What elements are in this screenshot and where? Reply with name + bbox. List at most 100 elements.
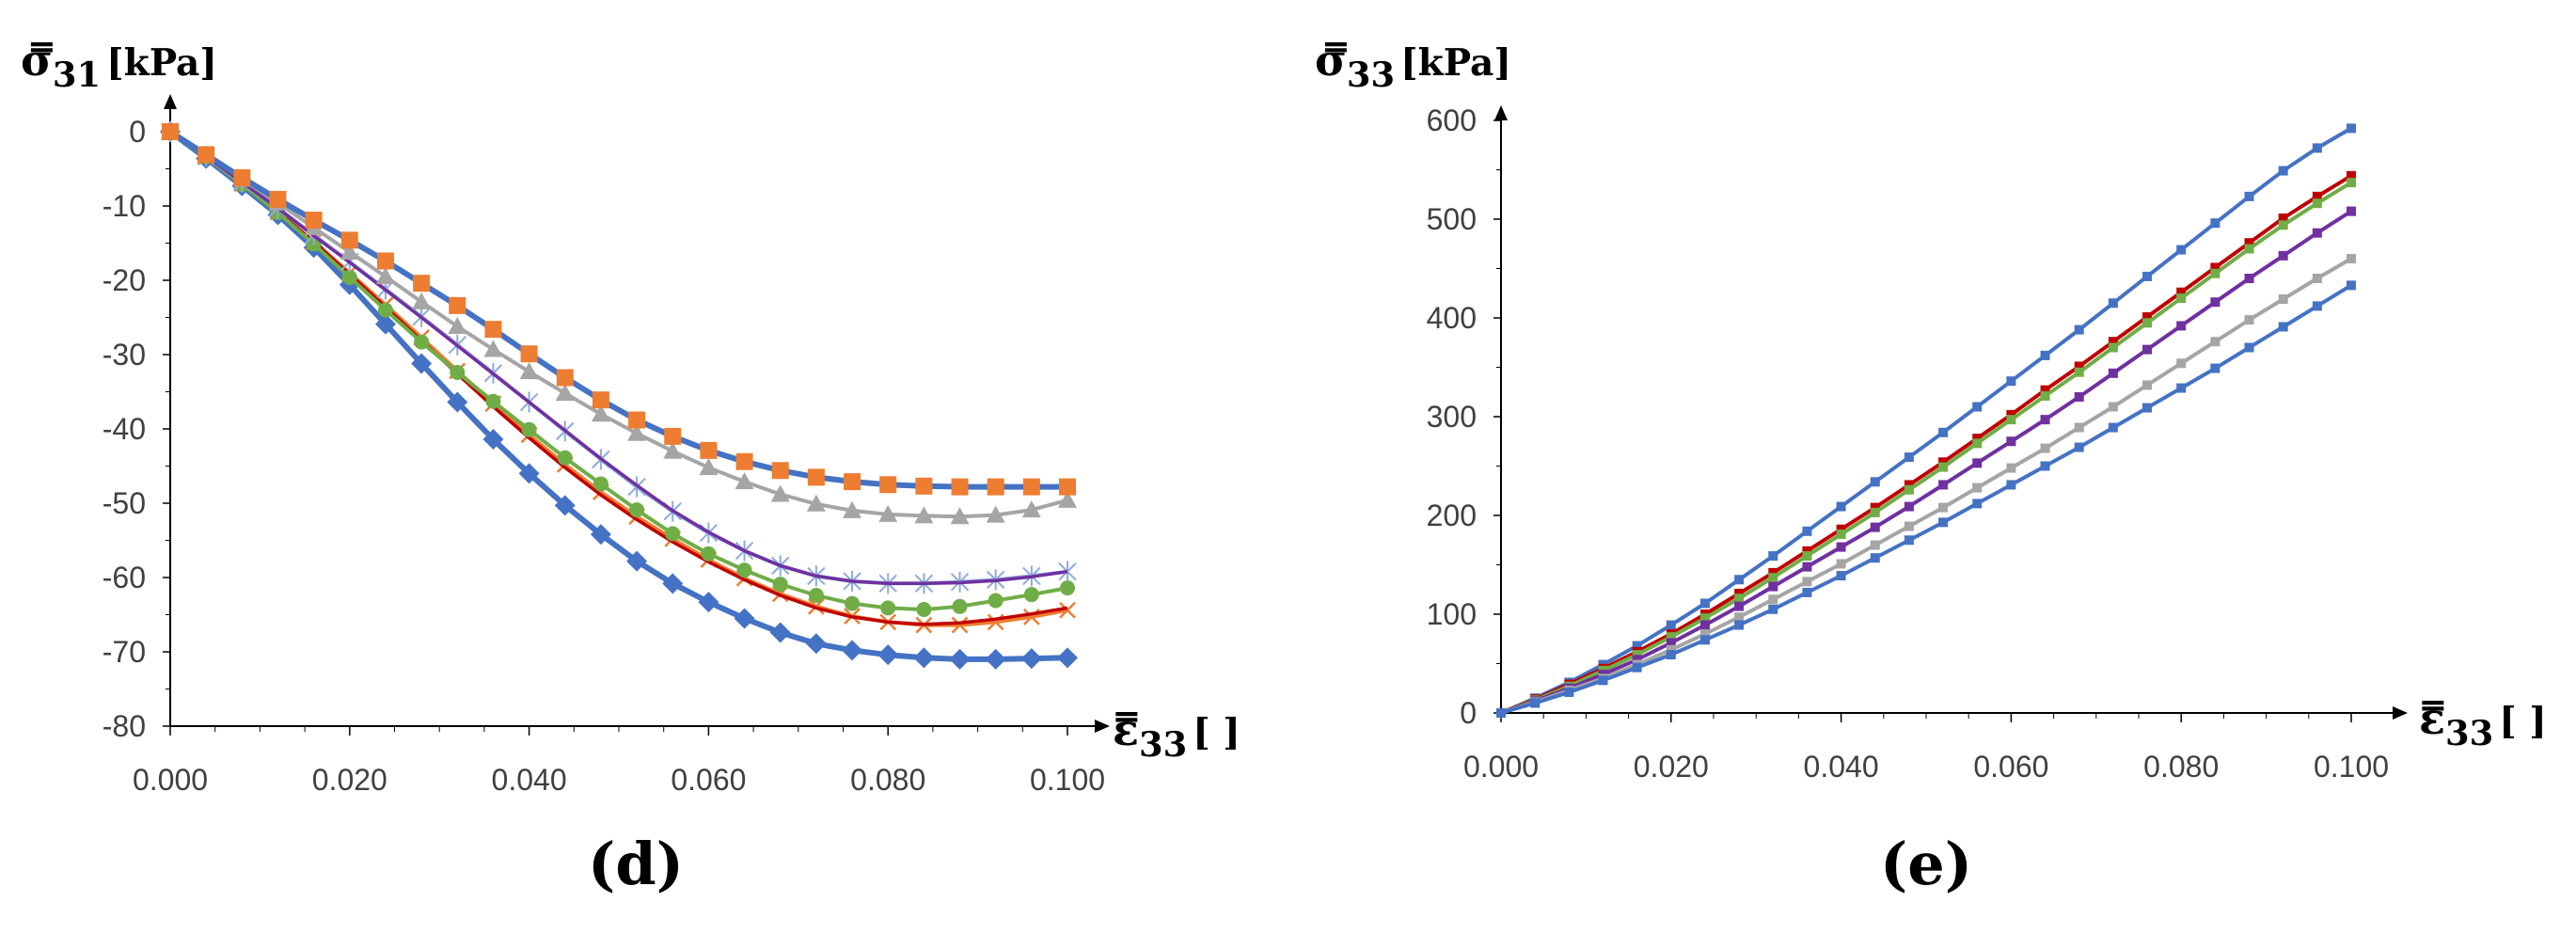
series-gray-point	[2108, 402, 2118, 412]
series-top-blue	[1496, 123, 2356, 718]
series-purple-point	[2347, 206, 2356, 216]
series-red-point	[2074, 361, 2084, 372]
series-red-line	[1500, 174, 2353, 715]
x-tick-label: 0.000	[133, 763, 208, 797]
series-purple-point	[2142, 344, 2153, 355]
series-x-point	[1059, 601, 1076, 619]
series-bottom-blue-point	[2142, 403, 2153, 413]
series-purple-line	[1500, 209, 2353, 715]
series-gray-point	[1734, 612, 1745, 623]
series-circle-point	[880, 600, 896, 616]
series-triangle-point	[375, 267, 395, 285]
series-gray-point	[1904, 521, 1914, 531]
series-bottom-blue-point	[2278, 322, 2288, 332]
series-purple-point	[2278, 250, 2288, 261]
series-purple-line-line	[169, 130, 1068, 586]
series-square-orange-point	[198, 146, 215, 164]
x-axis-arrow	[2393, 706, 2408, 720]
series-circle-point	[1023, 587, 1039, 603]
series-square-orange-point	[305, 212, 323, 230]
panel-label: (d)	[588, 830, 684, 898]
series-diamond-point	[554, 495, 576, 516]
series-purple-point	[2108, 368, 2118, 378]
series-red-point	[1734, 588, 1745, 598]
y-tick-label: 300	[1427, 400, 1477, 434]
y-tick-label: 0	[129, 115, 146, 149]
y-tick-label: -60	[103, 561, 146, 594]
series-square-orange-point	[413, 275, 431, 293]
series-diamond	[160, 121, 1078, 670]
series-green-point	[1938, 462, 1949, 472]
series-red-point	[2312, 191, 2322, 201]
series-green-line	[1500, 181, 2353, 715]
series-bottom-blue-point	[1870, 553, 1880, 563]
series-bottom-blue-point	[1768, 604, 1778, 614]
series-diamond-point	[698, 592, 719, 613]
series-circle-point	[557, 450, 573, 466]
series-square-orange-point	[376, 252, 394, 270]
panel-label: (e)	[1880, 830, 1972, 898]
series-red-point	[2108, 337, 2118, 347]
series-top-blue-point	[2108, 298, 2118, 309]
series-bottom-blue-point	[1598, 675, 1608, 686]
series-square-orange-point	[807, 468, 825, 486]
series-green-point	[1904, 484, 1914, 495]
series-purple-point	[1734, 601, 1745, 611]
series-gray-point	[1972, 483, 1983, 493]
series-gray-point	[2312, 274, 2322, 283]
series-purple-point	[1904, 501, 1914, 512]
x-axis-arrow	[1095, 720, 1110, 733]
series-triangle-point	[519, 362, 539, 380]
series-circle-point	[629, 502, 645, 518]
y-tick-label: -10	[103, 189, 146, 223]
series-purple-point	[2176, 321, 2187, 331]
series-red-point	[2040, 385, 2050, 395]
series-top-blue-point	[2210, 218, 2220, 229]
series-gray-line	[1500, 257, 2353, 715]
series-circle	[163, 124, 1075, 617]
series-gray-point	[1768, 594, 1778, 605]
series-bottom-blue-point	[1699, 635, 1710, 645]
series-square-orange	[162, 123, 1076, 496]
series-purple-point	[2040, 415, 2050, 425]
series-square-orange-point	[340, 231, 358, 249]
series-bottom-blue-point	[1972, 499, 1983, 509]
series-purple-point	[1972, 458, 1983, 468]
series-diamond-point	[1020, 648, 1042, 670]
series-diamond-point	[913, 647, 935, 669]
series-purple-point	[1836, 542, 1846, 552]
series-gray-point	[2074, 422, 2084, 433]
series-diamond-point	[411, 353, 433, 374]
chart-e: 0 100 200 300 400 500 600 0.000 0.020 0.040 0.060 0…	[1315, 35, 2547, 898]
series-diamond-point	[590, 524, 611, 546]
series-square-orange-point	[628, 411, 646, 429]
series-top-blue-point	[2347, 123, 2356, 134]
series-circle-point	[701, 546, 717, 562]
series-red-point	[1836, 524, 1846, 534]
series-top-blue-point	[1836, 501, 1846, 512]
series-bottom-blue	[1496, 280, 2356, 718]
series-bottom-blue-point	[1530, 698, 1541, 708]
y-axis-arrow	[164, 94, 177, 109]
series-top-blue-point	[1802, 526, 1812, 536]
series-diamond-point	[662, 573, 684, 594]
series-purple-point	[1768, 581, 1778, 592]
series-gray-point	[2244, 315, 2254, 325]
series-green-point	[2006, 415, 2016, 425]
series-diamond-point	[769, 622, 791, 643]
x-tick-label: 0.020	[1634, 750, 1709, 784]
series-triangle-point	[663, 441, 683, 459]
y-tick-label: 400	[1427, 301, 1477, 335]
series-bottom-blue-point	[2040, 461, 2050, 471]
x-tick-label: 0.080	[850, 763, 925, 797]
y-tick-label: 500	[1427, 202, 1477, 236]
series-triangle-point	[340, 242, 359, 260]
series-square-orange-point	[844, 473, 861, 491]
series-gray-point	[2006, 463, 2016, 473]
series-circle-point	[952, 598, 968, 614]
series-green-point	[2347, 178, 2356, 188]
series-diamond-point	[949, 648, 971, 670]
series-gray-point	[1870, 540, 1880, 550]
series-gray-point	[2040, 443, 2050, 453]
series-purple-point	[2210, 297, 2220, 308]
